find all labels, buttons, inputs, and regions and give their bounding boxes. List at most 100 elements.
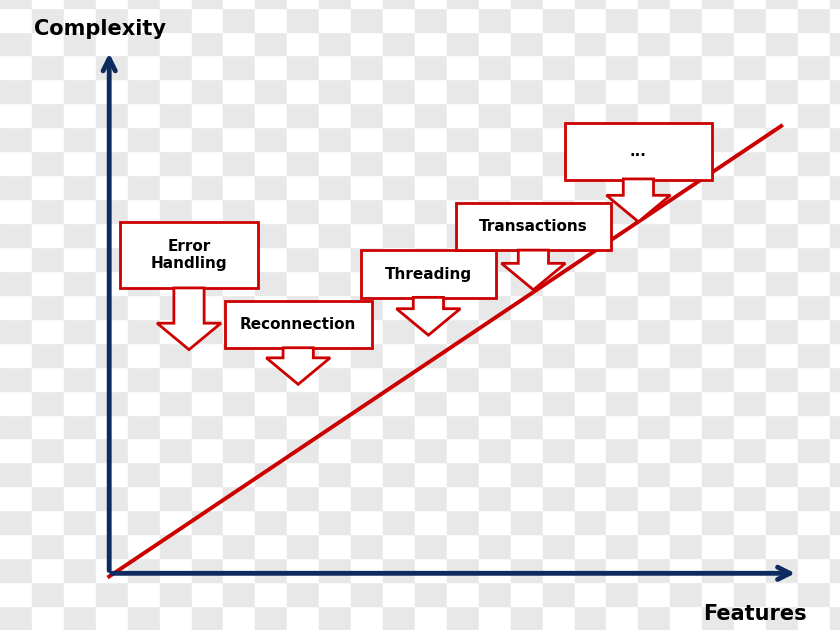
- Bar: [255, 534, 287, 558]
- Bar: [575, 343, 606, 367]
- Bar: [702, 486, 734, 510]
- Bar: [192, 8, 223, 32]
- Bar: [319, 8, 351, 32]
- Bar: [830, 199, 840, 223]
- Bar: [96, 8, 128, 32]
- Bar: [255, 295, 287, 319]
- Bar: [0, 415, 32, 438]
- Bar: [96, 534, 128, 558]
- Bar: [160, 223, 192, 247]
- Bar: [64, 247, 96, 271]
- Bar: [766, 175, 798, 199]
- Bar: [798, 79, 830, 103]
- Bar: [766, 343, 798, 367]
- Bar: [287, 367, 319, 391]
- Bar: [766, 8, 798, 32]
- Bar: [702, 510, 734, 534]
- Bar: [575, 582, 606, 606]
- Bar: [319, 510, 351, 534]
- Bar: [32, 223, 64, 247]
- Bar: [670, 79, 702, 103]
- Bar: [32, 438, 64, 462]
- Bar: [223, 558, 255, 582]
- Bar: [319, 247, 351, 271]
- Bar: [798, 415, 830, 438]
- Bar: [479, 55, 511, 79]
- Bar: [255, 510, 287, 534]
- Bar: [638, 486, 670, 510]
- Bar: [160, 582, 192, 606]
- Bar: [766, 510, 798, 534]
- Bar: [160, 127, 192, 151]
- Bar: [351, 32, 383, 55]
- Bar: [511, 103, 543, 127]
- Bar: [766, 534, 798, 558]
- Bar: [830, 534, 840, 558]
- Bar: [351, 175, 383, 199]
- Bar: [319, 367, 351, 391]
- Bar: [32, 606, 64, 630]
- Bar: [734, 391, 766, 415]
- Bar: [606, 55, 638, 79]
- Bar: [606, 606, 638, 630]
- Bar: [415, 103, 447, 127]
- Bar: [638, 55, 670, 79]
- FancyBboxPatch shape: [361, 251, 496, 298]
- Bar: [415, 175, 447, 199]
- Bar: [638, 271, 670, 295]
- Bar: [575, 79, 606, 103]
- Bar: [96, 247, 128, 271]
- Bar: [447, 343, 479, 367]
- Bar: [0, 8, 32, 32]
- Bar: [64, 534, 96, 558]
- Bar: [128, 534, 160, 558]
- Bar: [766, 247, 798, 271]
- Bar: [96, 103, 128, 127]
- Text: Reconnection: Reconnection: [240, 317, 356, 332]
- Bar: [223, 103, 255, 127]
- Bar: [638, 103, 670, 127]
- Bar: [96, 415, 128, 438]
- Bar: [0, 391, 32, 415]
- Bar: [830, 486, 840, 510]
- Bar: [798, 534, 830, 558]
- Bar: [830, 462, 840, 486]
- Bar: [192, 0, 223, 8]
- Bar: [511, 199, 543, 223]
- Bar: [223, 199, 255, 223]
- Bar: [575, 127, 606, 151]
- Bar: [415, 8, 447, 32]
- Bar: [319, 0, 351, 8]
- Bar: [255, 8, 287, 32]
- Bar: [255, 462, 287, 486]
- Bar: [351, 343, 383, 367]
- Bar: [383, 438, 415, 462]
- Bar: [798, 0, 830, 8]
- Bar: [415, 534, 447, 558]
- Bar: [798, 151, 830, 175]
- Bar: [32, 462, 64, 486]
- Bar: [479, 103, 511, 127]
- Bar: [383, 271, 415, 295]
- Bar: [830, 438, 840, 462]
- Bar: [415, 271, 447, 295]
- Bar: [670, 510, 702, 534]
- Bar: [351, 103, 383, 127]
- Bar: [0, 582, 32, 606]
- Bar: [447, 558, 479, 582]
- Bar: [511, 127, 543, 151]
- Bar: [511, 247, 543, 271]
- Bar: [287, 486, 319, 510]
- Bar: [766, 415, 798, 438]
- Bar: [351, 223, 383, 247]
- Bar: [64, 103, 96, 127]
- Bar: [383, 534, 415, 558]
- FancyBboxPatch shape: [224, 301, 371, 348]
- Bar: [255, 486, 287, 510]
- Bar: [192, 558, 223, 582]
- Bar: [64, 415, 96, 438]
- Bar: [447, 271, 479, 295]
- Bar: [702, 391, 734, 415]
- Bar: [32, 510, 64, 534]
- Polygon shape: [501, 250, 565, 290]
